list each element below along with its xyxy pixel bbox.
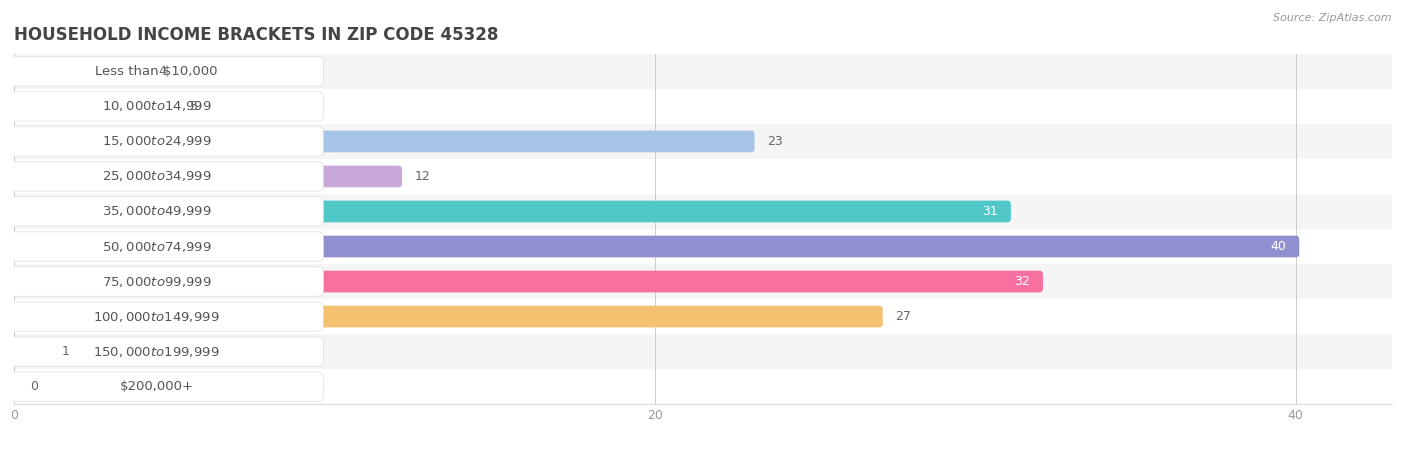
Text: $15,000 to $24,999: $15,000 to $24,999 [101, 134, 211, 149]
FancyBboxPatch shape [0, 57, 323, 86]
Text: 27: 27 [896, 310, 911, 323]
FancyBboxPatch shape [0, 267, 323, 296]
FancyBboxPatch shape [0, 232, 323, 261]
FancyBboxPatch shape [14, 96, 177, 117]
FancyBboxPatch shape [14, 201, 1011, 222]
FancyBboxPatch shape [0, 162, 323, 191]
Text: 0: 0 [30, 380, 38, 393]
FancyBboxPatch shape [14, 264, 1392, 299]
Text: 23: 23 [768, 135, 783, 148]
FancyBboxPatch shape [14, 194, 1392, 229]
FancyBboxPatch shape [14, 131, 755, 152]
Text: 4: 4 [159, 65, 166, 78]
FancyBboxPatch shape [14, 54, 1392, 89]
Text: Less than $10,000: Less than $10,000 [96, 65, 218, 78]
Text: $200,000+: $200,000+ [120, 380, 194, 393]
Text: $35,000 to $49,999: $35,000 to $49,999 [101, 204, 211, 219]
FancyBboxPatch shape [14, 124, 1392, 159]
Text: 12: 12 [415, 170, 430, 183]
FancyBboxPatch shape [14, 61, 146, 82]
FancyBboxPatch shape [14, 299, 1392, 334]
FancyBboxPatch shape [14, 271, 1043, 292]
Text: HOUSEHOLD INCOME BRACKETS IN ZIP CODE 45328: HOUSEHOLD INCOME BRACKETS IN ZIP CODE 45… [14, 26, 499, 44]
FancyBboxPatch shape [14, 334, 1392, 369]
FancyBboxPatch shape [14, 341, 49, 362]
Text: $75,000 to $99,999: $75,000 to $99,999 [101, 274, 211, 289]
FancyBboxPatch shape [14, 159, 1392, 194]
FancyBboxPatch shape [0, 372, 323, 401]
Text: Source: ZipAtlas.com: Source: ZipAtlas.com [1274, 13, 1392, 23]
Text: $100,000 to $149,999: $100,000 to $149,999 [93, 309, 219, 324]
Text: 40: 40 [1270, 240, 1286, 253]
FancyBboxPatch shape [14, 306, 883, 327]
Text: 32: 32 [1014, 275, 1029, 288]
Text: $150,000 to $199,999: $150,000 to $199,999 [93, 344, 219, 359]
FancyBboxPatch shape [0, 197, 323, 226]
FancyBboxPatch shape [14, 89, 1392, 124]
FancyBboxPatch shape [14, 166, 402, 187]
Text: 31: 31 [981, 205, 998, 218]
Text: 5: 5 [190, 100, 198, 113]
FancyBboxPatch shape [0, 337, 323, 366]
Text: $25,000 to $34,999: $25,000 to $34,999 [101, 169, 211, 184]
Text: $10,000 to $14,999: $10,000 to $14,999 [101, 99, 211, 114]
FancyBboxPatch shape [0, 302, 323, 331]
Text: $50,000 to $74,999: $50,000 to $74,999 [101, 239, 211, 254]
FancyBboxPatch shape [14, 236, 1299, 257]
Text: 1: 1 [62, 345, 70, 358]
FancyBboxPatch shape [14, 229, 1392, 264]
FancyBboxPatch shape [0, 127, 323, 156]
FancyBboxPatch shape [14, 369, 1392, 404]
FancyBboxPatch shape [0, 92, 323, 121]
